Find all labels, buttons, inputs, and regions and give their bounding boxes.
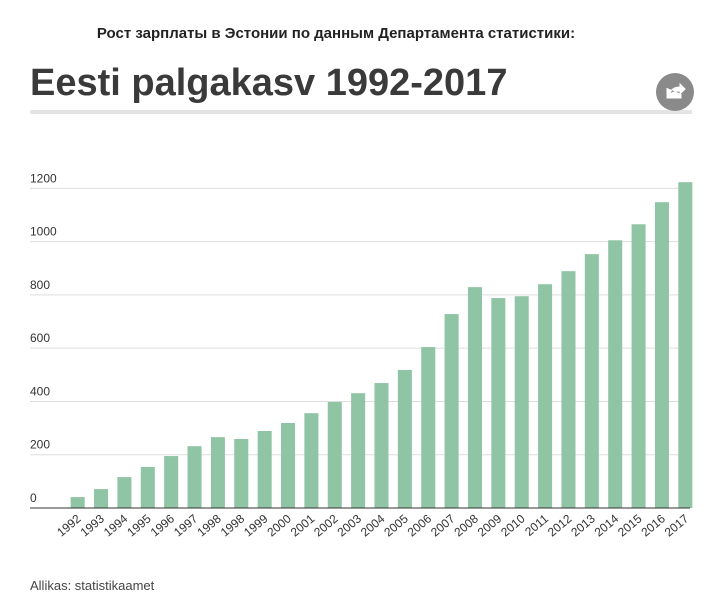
- bar: [234, 439, 249, 508]
- x-tick-label: 2001: [288, 511, 318, 539]
- y-tick-label: 800: [30, 278, 50, 292]
- x-tick-label: 1994: [101, 511, 131, 539]
- y-tick-label: 200: [30, 438, 50, 452]
- x-tick-label: 2002: [311, 511, 341, 539]
- header: Рост зарплаты в Эстонии по данным Департ…: [97, 25, 575, 42]
- share-button[interactable]: [656, 73, 694, 111]
- x-tick-label: 2010: [498, 511, 528, 539]
- x-tick-label: 2017: [662, 511, 692, 539]
- x-tick-label: 2016: [638, 511, 668, 539]
- source: Allikas: statistikaamet: [30, 578, 155, 593]
- x-tick-label: 1998: [218, 511, 248, 539]
- x-tick-label: 1998: [194, 511, 224, 539]
- bar: [467, 287, 482, 508]
- x-tick-label: 1993: [78, 511, 108, 539]
- bar: [281, 423, 296, 508]
- x-tick-label: 1995: [124, 511, 154, 539]
- x-tick-label: 1999: [241, 511, 271, 539]
- x-tick-label: 2007: [428, 511, 458, 539]
- y-tick-label: 0: [30, 491, 37, 505]
- x-tick-label: 2003: [335, 511, 365, 539]
- bar: [608, 240, 623, 508]
- bar: [538, 284, 553, 508]
- x-tick-label: 2012: [545, 511, 575, 539]
- bar: [514, 296, 529, 508]
- y-tick-label: 400: [30, 384, 50, 398]
- share-icon[interactable]: [666, 82, 686, 99]
- bar: [210, 437, 225, 508]
- x-tick-label: 1996: [148, 511, 178, 539]
- y-tick-label: 1000: [30, 225, 57, 239]
- x-tick-label: 2000: [264, 511, 294, 539]
- x-tick-label: 1992: [54, 511, 84, 539]
- x-tick-label: 2011: [522, 511, 551, 539]
- x-tick-label: 2014: [592, 511, 622, 539]
- x-tick-label: 2009: [475, 511, 505, 539]
- x-tick-label: 1997: [171, 511, 201, 539]
- bar: [140, 466, 155, 508]
- bar: [351, 393, 366, 508]
- title-rule: [30, 110, 692, 114]
- bar: [397, 370, 412, 508]
- x-tick-label: 2006: [405, 511, 435, 539]
- bar: [94, 489, 109, 508]
- y-tick-label: 1200: [30, 171, 57, 185]
- bar: [561, 271, 576, 508]
- x-tick-label: 2005: [381, 511, 411, 539]
- bar: [631, 224, 646, 508]
- y-tick-label: 600: [30, 331, 50, 345]
- x-tick-label: 2015: [615, 511, 645, 539]
- bar: [678, 182, 693, 508]
- bar: [491, 298, 506, 508]
- bar: [70, 497, 85, 508]
- bar: [164, 456, 179, 508]
- bar: [444, 314, 459, 508]
- x-tick-label: 2008: [451, 511, 481, 539]
- bar: [304, 413, 319, 508]
- bar: [257, 431, 272, 508]
- x-tick-label: 2004: [358, 511, 388, 539]
- x-tick-label: 2013: [568, 511, 598, 539]
- bar: [187, 446, 202, 508]
- chart-title: Eesti palgakasv 1992-2017: [30, 62, 507, 104]
- bar: [584, 254, 599, 508]
- bar: [117, 477, 132, 508]
- bar: [327, 401, 342, 508]
- bar: [374, 383, 389, 508]
- bar: [654, 202, 669, 509]
- bar: [421, 347, 436, 508]
